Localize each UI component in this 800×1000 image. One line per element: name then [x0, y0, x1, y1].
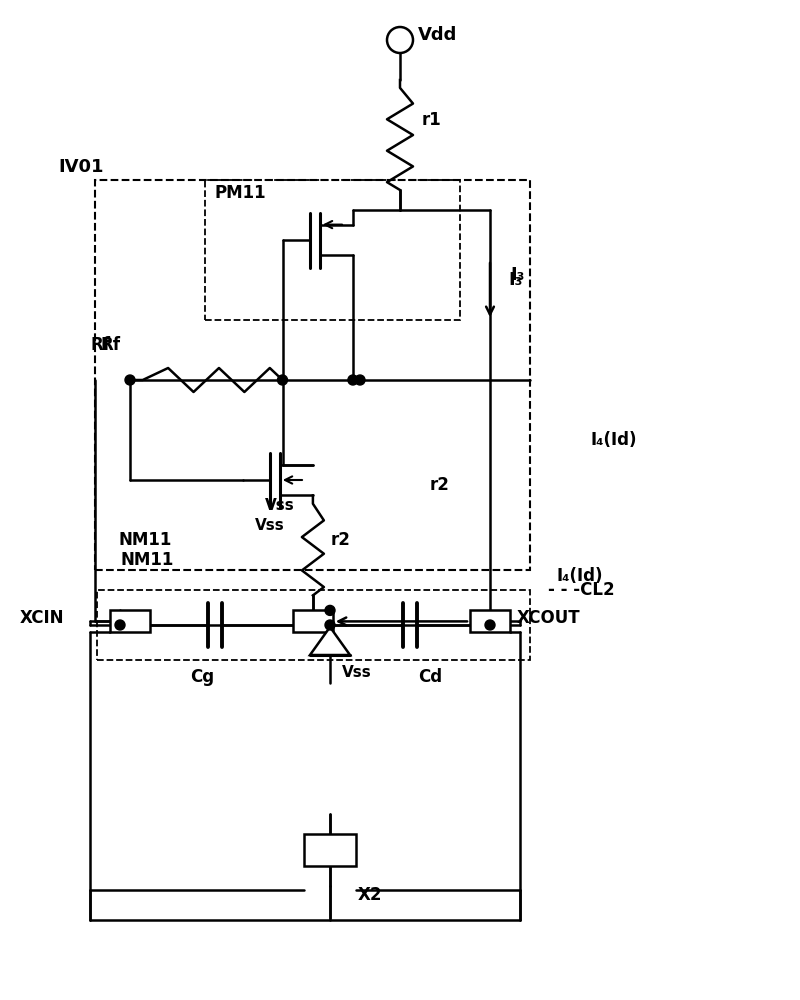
Text: XCOUT: XCOUT: [517, 609, 581, 627]
Text: I₄(Id): I₄(Id): [590, 431, 637, 449]
Text: IV01: IV01: [58, 158, 103, 176]
Bar: [470, 610, 510, 632]
Text: Rf: Rf: [100, 336, 120, 354]
Text: I₃: I₃: [508, 271, 522, 289]
Text: Cg: Cg: [190, 668, 214, 686]
Bar: [293, 610, 333, 632]
Circle shape: [278, 375, 287, 385]
Bar: [304, 834, 356, 866]
Text: Rf: Rf: [90, 336, 110, 354]
Text: NM11: NM11: [118, 531, 171, 549]
Text: r1: r1: [422, 111, 442, 129]
Bar: [110, 610, 150, 632]
Circle shape: [325, 605, 335, 615]
Text: XCIN: XCIN: [20, 609, 65, 627]
Text: I₄(Id): I₄(Id): [556, 567, 602, 585]
Text: - - -CL2: - - -CL2: [548, 581, 614, 599]
Text: Vss: Vss: [265, 498, 294, 513]
Bar: [95, 180, 530, 570]
Text: I₃: I₃: [510, 266, 524, 284]
Circle shape: [325, 620, 335, 630]
Text: X2: X2: [358, 886, 382, 904]
Circle shape: [485, 620, 495, 630]
Circle shape: [115, 620, 125, 630]
Text: r2: r2: [430, 476, 450, 494]
Circle shape: [348, 375, 358, 385]
Bar: [97, 590, 530, 660]
Text: Vss: Vss: [255, 518, 285, 533]
Circle shape: [125, 375, 135, 385]
Text: Vss: Vss: [342, 665, 372, 680]
Text: Vdd: Vdd: [418, 26, 458, 44]
Text: r2: r2: [331, 531, 350, 549]
Text: NM11: NM11: [120, 551, 174, 569]
Polygon shape: [310, 627, 350, 655]
Text: PM11: PM11: [215, 184, 266, 202]
Circle shape: [355, 375, 365, 385]
Text: Cd: Cd: [418, 668, 442, 686]
Bar: [205, 180, 460, 320]
Circle shape: [387, 27, 413, 53]
